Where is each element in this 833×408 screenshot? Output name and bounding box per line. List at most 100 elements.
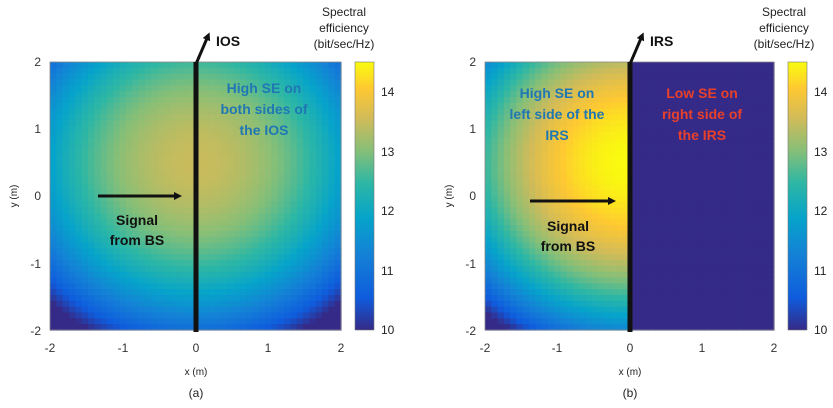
heatmap-cell — [572, 120, 580, 127]
heatmap-cell — [94, 254, 102, 261]
heatmap-cell — [239, 230, 247, 238]
heatmap-cell — [604, 67, 612, 75]
heatmap-cell — [704, 201, 712, 209]
heatmap-cell — [87, 62, 95, 69]
heatmap-cell — [252, 283, 260, 290]
heatmap-cell — [642, 271, 649, 279]
heatmap-cell — [157, 230, 165, 238]
heatmap-cell — [566, 277, 574, 284]
heatmap-cell — [755, 196, 763, 203]
heatmap-cell — [328, 120, 336, 127]
heatmap-cell — [497, 201, 505, 209]
heatmap-cell — [94, 143, 102, 150]
heatmap-cell — [497, 213, 505, 220]
heatmap-cell — [233, 213, 241, 220]
heatmap-cell — [75, 230, 83, 238]
heatmap-cell — [56, 85, 64, 92]
heatmap-cell — [642, 196, 649, 203]
heatmap-cell — [163, 67, 171, 75]
heatmap-cell — [566, 248, 574, 255]
heatmap-cell — [220, 213, 228, 220]
heatmap-cell — [686, 196, 693, 203]
heatmap-cell — [723, 108, 731, 116]
heatmap-cell — [214, 67, 222, 75]
heatmap-cell — [654, 248, 662, 255]
heatmap-cell — [742, 260, 750, 267]
heatmap-cell — [566, 108, 574, 116]
heatmap-cell — [233, 114, 241, 121]
heatmap-cell — [591, 85, 599, 92]
heatmap-cell — [755, 236, 763, 244]
heatmap-cell — [277, 236, 285, 244]
heatmap-cell — [151, 283, 159, 290]
heatmap-cell — [736, 67, 744, 75]
heatmap-cell — [125, 120, 133, 127]
heatmap-cell — [679, 172, 687, 180]
heatmap-cell — [654, 289, 662, 296]
heatmap-cell — [623, 254, 631, 261]
heatmap-cell — [277, 73, 285, 81]
heatmap-cell — [309, 230, 317, 238]
heatmap-cell — [560, 265, 568, 273]
heatmap-cell — [258, 178, 266, 185]
heatmap-cell — [151, 73, 159, 81]
heatmap-cell — [100, 172, 108, 180]
heatmap-cell — [698, 85, 706, 92]
heatmap-cell — [201, 114, 209, 121]
heatmap-cell — [660, 230, 668, 238]
heatmap-cell — [572, 143, 580, 150]
heatmap-cell — [723, 295, 731, 302]
heatmap-cell — [635, 225, 643, 232]
heatmap-cell — [81, 143, 89, 150]
heatmap-cell — [579, 277, 587, 284]
heatmap-cell — [604, 271, 612, 279]
heatmap-cell — [309, 120, 317, 127]
heatmap-cell — [535, 207, 543, 215]
heatmap-cell — [541, 312, 549, 319]
heatmap-cell — [239, 236, 247, 244]
heatmap-cell — [510, 213, 518, 220]
heatmap-cell — [623, 306, 631, 314]
heatmap-cell — [208, 201, 216, 209]
heatmap-cell — [208, 149, 216, 156]
heatmap-cell — [748, 120, 756, 127]
heatmap-cell — [75, 102, 83, 110]
heatmap-cell — [491, 161, 499, 168]
heatmap-cell — [227, 67, 235, 75]
heatmap-cell — [258, 196, 266, 203]
heatmap-cell — [252, 289, 260, 296]
heatmap-cell — [679, 137, 687, 145]
heatmap-cell — [132, 207, 140, 215]
heatmap-cell — [132, 225, 140, 232]
heatmap-cell — [322, 201, 329, 209]
heatmap-cell — [157, 178, 165, 185]
heatmap-cell — [119, 213, 127, 220]
heatmap-cell — [50, 108, 57, 116]
heatmap-cell — [679, 219, 687, 226]
heatmap-cell — [271, 166, 279, 174]
heatmap-cell — [711, 213, 719, 220]
heatmap-cell — [748, 166, 756, 174]
heatmap-cell — [214, 219, 222, 226]
heatmap-cell — [485, 91, 492, 98]
heatmap-cell — [547, 271, 555, 279]
heatmap-cell — [692, 108, 700, 116]
heatmap-cell — [334, 137, 342, 145]
heatmap-cell — [309, 271, 317, 279]
heatmap-cell — [68, 62, 76, 69]
heatmap-cell — [742, 79, 750, 86]
heatmap-cell — [485, 225, 492, 232]
heatmap-cell — [503, 166, 511, 174]
heatmap-cell — [176, 73, 184, 81]
heatmap-cell — [252, 190, 260, 197]
heatmap-cell — [195, 102, 203, 110]
heatmap-cell — [761, 236, 769, 244]
heatmap-cell — [328, 96, 336, 104]
heatmap-cell — [334, 108, 342, 116]
heatmap-cell — [258, 324, 266, 331]
heatmap-cell — [296, 207, 304, 215]
heatmap-cell — [271, 91, 279, 98]
heatmap-cell — [698, 190, 706, 197]
heatmap-cell — [106, 254, 114, 261]
heatmap-cell — [182, 213, 190, 220]
